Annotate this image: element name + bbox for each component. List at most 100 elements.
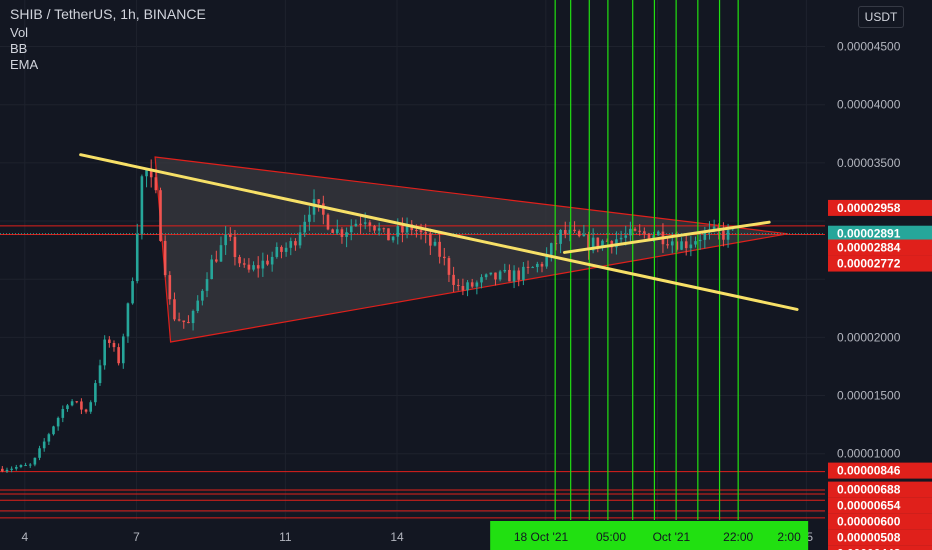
candle-body [582,234,586,237]
symbol-title[interactable]: SHIB / TetherUS, 1h, BINANCE [10,6,206,22]
candle-body [38,448,41,458]
candle-body [173,299,176,320]
candle-body [531,267,534,269]
candle-body [326,214,330,230]
candle-body [242,263,246,265]
candle-body [368,222,372,226]
time-highlight-label: 05:00 [596,530,626,544]
time-highlight-layer: 18 Oct '21 05:00 Oct '21 22:00 2:00 [490,521,809,550]
triangle-pattern [154,156,788,343]
price-tick-label: 0.00001000 [837,447,901,461]
candle-body [675,241,679,250]
candle-body [680,241,683,250]
price-label-text: 0.00000600 [837,515,901,529]
price-label-box [828,529,932,546]
candle-body [596,237,600,248]
candle-body [503,269,507,272]
candle-body [396,226,400,237]
candle-body [335,229,339,233]
axis-layer: 0.00004500 0.00004000 0.00003500 0.00002000… [21,40,900,544]
candle-body [568,229,572,234]
candle-body [466,282,469,291]
indicator-bb[interactable]: BB [10,41,28,56]
candle-body [210,259,213,280]
candle-body [340,229,344,237]
candle-body [624,235,628,238]
candle-body [5,469,9,472]
price-tick-label: 0.00002000 [837,330,901,344]
candle-body [154,177,158,191]
price-label-text: 0.00002772 [837,257,901,271]
candle-body [108,339,111,343]
candle-body [159,190,162,241]
candle-body [684,241,688,249]
vertical-lines-layer [554,0,739,520]
candle-body [331,229,334,233]
candle-body [512,270,516,282]
yellow-trendline [79,153,799,311]
candle-body [554,243,558,245]
candle-body [633,228,637,231]
candle-body [559,229,562,244]
candle-body [187,321,190,324]
price-label-box [828,239,932,256]
candle-body [112,342,116,348]
candle-body [28,464,32,466]
indicator-ema[interactable]: EMA [10,57,39,72]
candle-body [373,225,376,231]
candle-body [647,233,651,240]
candle-body [228,234,232,237]
candle-body [117,347,120,364]
candle-body [722,230,725,240]
candle-body [33,457,37,465]
candle-body [540,263,544,267]
candle-body [689,244,693,249]
indicator-vol[interactable]: Vol [10,25,29,40]
price-label-box [828,513,932,530]
triangle-layer [154,156,788,343]
candle-body [94,383,97,403]
candle-body [322,203,325,215]
time-tick-label: 11 [279,530,292,544]
candle-body [452,274,455,285]
candle-body [289,241,293,248]
price-label-text: 0.00002884 [837,241,901,255]
time-tick-label: 14 [390,530,404,544]
candle-body [619,237,623,240]
candle-body [526,266,530,268]
candle-body [694,241,697,245]
price-label-text: 0.00000688 [837,483,901,497]
candle-body [252,265,255,270]
candle-body [247,264,251,270]
candle-body [591,237,595,251]
candle-body [638,230,641,232]
price-label-text: 0.00000508 [837,531,901,545]
price-label-box [828,481,932,498]
candle-body [433,241,437,246]
candle-body [703,231,707,240]
candle-body [75,401,79,403]
price-label-box [828,462,932,479]
candle-body [563,229,567,234]
candle-body [84,409,88,412]
candle-body [135,234,139,282]
price-unit-button[interactable]: USDT [858,6,904,28]
candle-body [205,279,209,291]
candle-body [238,257,241,264]
candle-body [233,236,237,258]
candle-body [224,234,227,246]
candle-body [484,274,488,278]
candle-body [121,336,125,364]
candle-body [438,241,441,257]
candle-body [270,256,274,265]
candle-body [494,272,497,280]
candle-body [354,223,358,227]
candle-body [601,240,604,248]
candle-body [480,277,483,283]
candle-body [456,284,460,287]
candle-body [98,365,102,384]
candle-body [303,221,307,233]
candle-body [10,468,13,470]
candle-body [163,240,167,276]
